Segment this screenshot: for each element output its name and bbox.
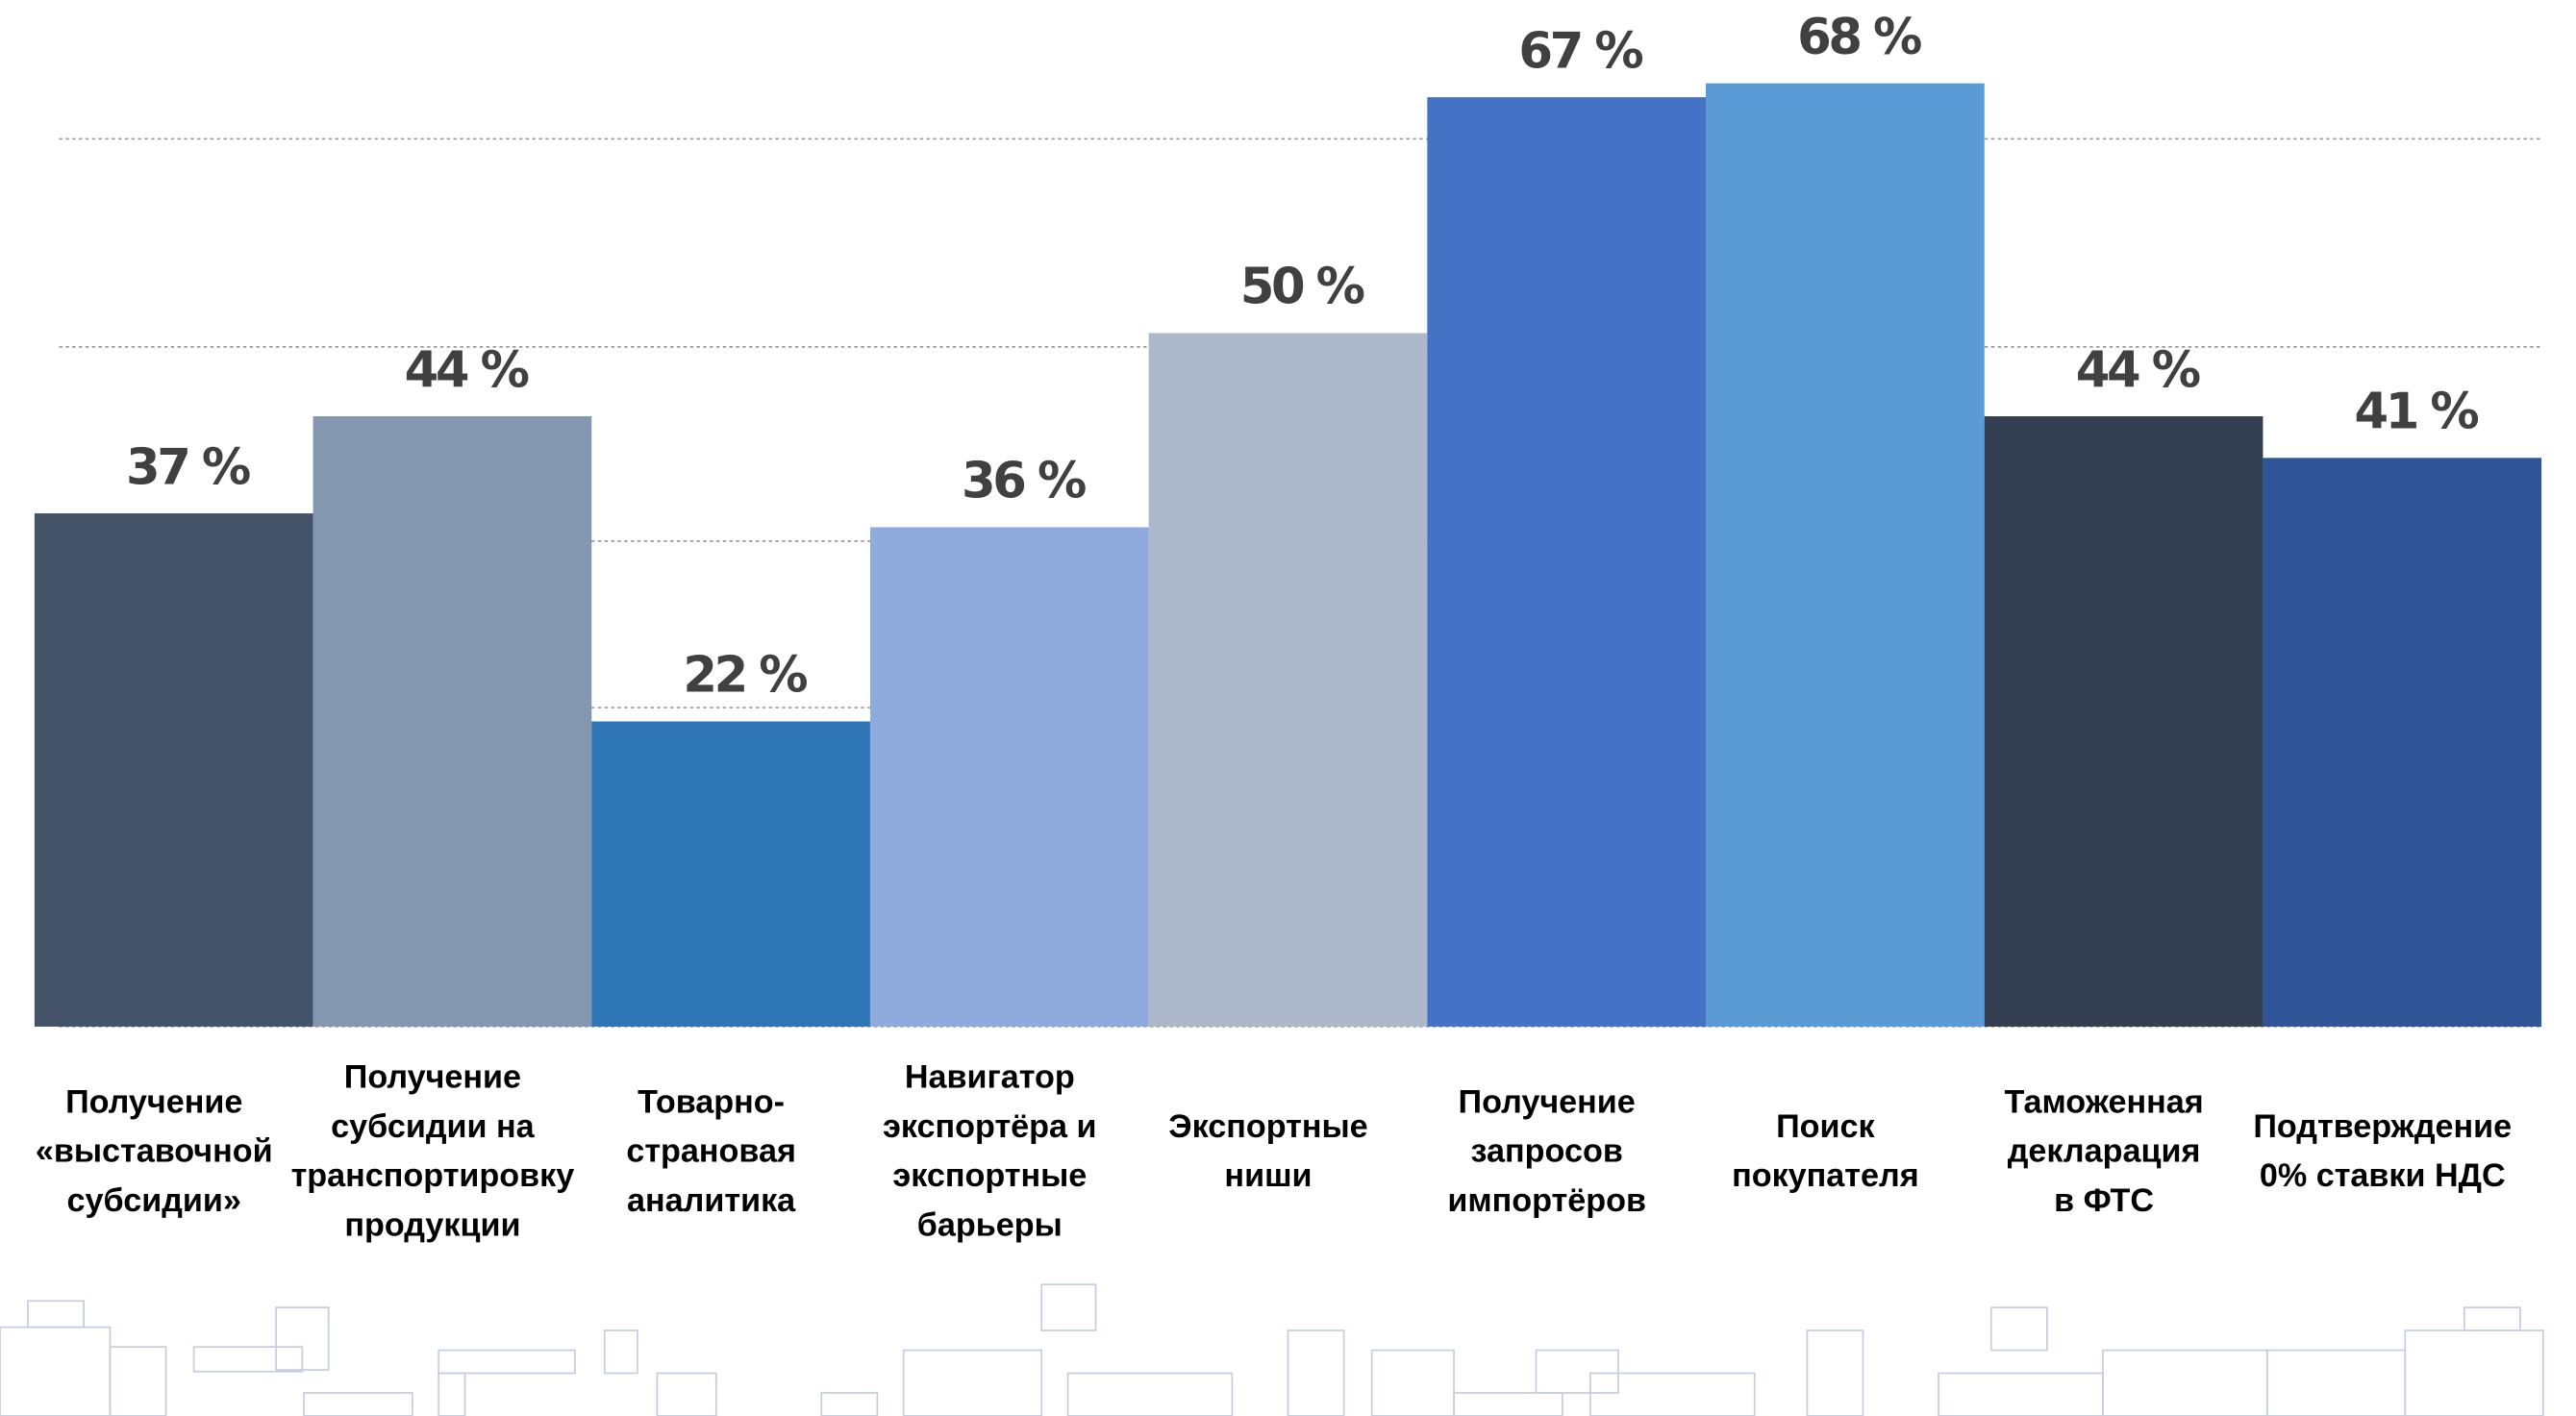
x-tick-label: Получение запросов импортёров (1447, 1083, 1646, 1219)
bar (2263, 458, 2542, 1027)
x-tick-label: Таможенная декларация в ФТС (2004, 1083, 2203, 1219)
x-tick-label: Получение «выставочной субсидии» (36, 1083, 273, 1219)
x-tick-label: Навигатор экспортёра и экспортные барьеры (883, 1059, 1096, 1244)
value-label: 22 % (683, 647, 807, 705)
x-tick-label: Экспортные ниши (1168, 1108, 1367, 1194)
value-label: 67 % (1518, 22, 1642, 80)
bar (591, 721, 870, 1027)
bar (34, 513, 313, 1027)
value-label: 44 % (405, 341, 529, 399)
decoration (0, 1283, 2544, 1416)
x-tick-label: Товарно-страновая аналитика (626, 1083, 796, 1219)
x-tick-label: Поиск покупателя (1732, 1108, 1919, 1194)
bar (1427, 97, 1707, 1027)
bar (1984, 416, 2263, 1027)
value-label: 36 % (962, 453, 1086, 510)
value-label: 50 % (1240, 259, 1364, 316)
bar (1706, 83, 1985, 1027)
bar (313, 416, 592, 1027)
x-tick-label: Получение субсидии на транспортировку проду… (291, 1059, 575, 1244)
value-label: 44 % (2076, 341, 2200, 399)
x-tick-label: Подтверждение 0% ставки НДС (2253, 1108, 2512, 1194)
bar (1148, 333, 1428, 1027)
value-label: 37 % (126, 438, 250, 496)
value-label: 68 % (1797, 9, 1921, 66)
value-label: 41 % (2355, 384, 2479, 441)
bar (869, 527, 1149, 1027)
